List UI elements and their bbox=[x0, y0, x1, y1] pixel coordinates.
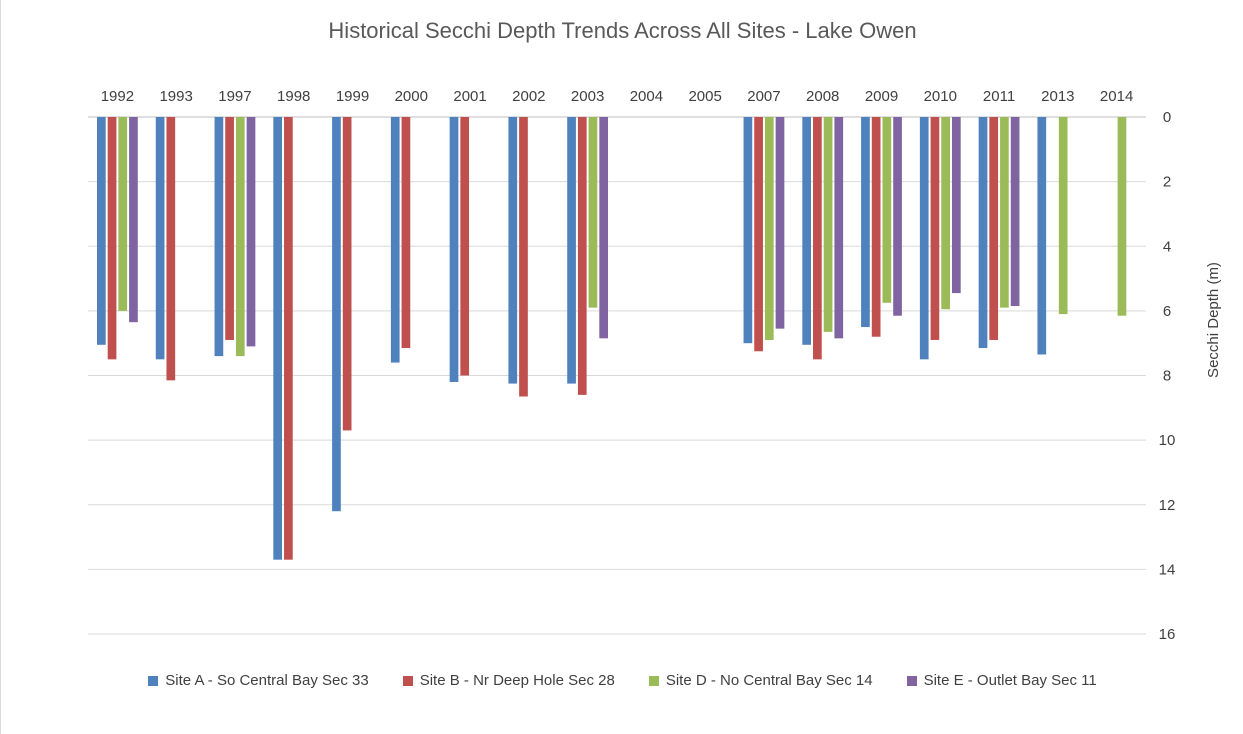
bar-2014-series-2 bbox=[1117, 117, 1127, 316]
x-tick-label: 1999 bbox=[336, 88, 369, 105]
bar-2008-series-3 bbox=[834, 117, 844, 339]
bar-1992-series-3 bbox=[129, 117, 138, 323]
y-tick-label: 10 bbox=[1159, 432, 1176, 449]
x-tick-label: 1997 bbox=[218, 88, 251, 105]
x-tick-label: 2011 bbox=[983, 88, 1015, 105]
bars bbox=[96, 117, 1127, 560]
bar-1998-series-0 bbox=[273, 117, 283, 560]
y-tick-labels: 0 2 4 6 8 10 12 14 16 bbox=[1159, 109, 1176, 643]
bar-1993-series-0 bbox=[155, 117, 165, 360]
x-tick-label: 1998 bbox=[277, 88, 310, 105]
bar-1992-series-2 bbox=[118, 117, 128, 311]
legend-item: Site E - Outlet Bay Sec 11 bbox=[906, 672, 1097, 689]
bar-2010-series-0 bbox=[919, 117, 929, 360]
bar-2011-series-0 bbox=[978, 117, 988, 349]
chart-title: Historical Secchi Depth Trends Across Al… bbox=[328, 18, 917, 43]
bar-2013-series-2 bbox=[1058, 117, 1068, 315]
x-tick-label: 2007 bbox=[747, 88, 780, 105]
legend-item: Site B - Nr Deep Hole Sec 28 bbox=[402, 672, 615, 689]
y-tick-label: 8 bbox=[1163, 368, 1171, 385]
legend-label: Site B - Nr Deep Hole Sec 28 bbox=[419, 672, 615, 689]
legend-swatch bbox=[906, 675, 917, 686]
y-tick-label: 0 bbox=[1163, 109, 1171, 126]
legend-item: Site D - No Central Bay Sec 14 bbox=[648, 672, 873, 689]
x-tick-labels: 1992 1993 1997 1998 1999 2000 2001 2002 2003 2004… bbox=[101, 88, 1134, 105]
legend-swatch bbox=[648, 675, 659, 686]
legend-label: Site E - Outlet Bay Sec 11 bbox=[923, 672, 1097, 689]
bar-1997-series-2 bbox=[235, 117, 245, 357]
bar-1998-series-1 bbox=[284, 117, 293, 560]
bar-2013-series-0 bbox=[1037, 117, 1047, 355]
bar-2003-series-3 bbox=[599, 117, 609, 339]
bar-2008-series-0 bbox=[802, 117, 812, 345]
bar-2009-series-1 bbox=[871, 117, 881, 337]
y-tick-label: 6 bbox=[1163, 303, 1171, 320]
bar-1997-series-0 bbox=[214, 117, 224, 357]
bar-1997-series-1 bbox=[225, 117, 234, 340]
x-tick-label: 2004 bbox=[630, 88, 663, 105]
bar-2010-series-1 bbox=[930, 117, 940, 340]
legend-label: Site D - No Central Bay Sec 14 bbox=[665, 672, 873, 689]
x-tick-label: 1992 bbox=[101, 88, 134, 105]
bar-2007-series-3 bbox=[775, 117, 785, 329]
bar-2001-series-0 bbox=[449, 117, 459, 382]
y-tick-label: 2 bbox=[1163, 174, 1171, 191]
bar-2003-series-0 bbox=[567, 117, 576, 384]
legend-swatch bbox=[148, 675, 159, 686]
legend-swatch bbox=[402, 675, 413, 686]
bar-1993-series-1 bbox=[166, 117, 176, 381]
y-axis-label: Secchi Depth (m) bbox=[1205, 262, 1222, 378]
x-tick-label: 2000 bbox=[395, 88, 428, 105]
x-tick-label: 2013 bbox=[1041, 88, 1074, 105]
y-tick-label: 4 bbox=[1163, 238, 1171, 255]
bar-2010-series-3 bbox=[951, 117, 961, 294]
legend-label: Site A - So Central Bay Sec 33 bbox=[165, 672, 369, 689]
legend-item: Site A - So Central Bay Sec 33 bbox=[148, 672, 369, 689]
bar-2001-series-1 bbox=[460, 117, 470, 376]
x-tick-label: 2008 bbox=[806, 88, 839, 105]
bar-2011-series-1 bbox=[989, 117, 999, 340]
x-tick-label: 2002 bbox=[512, 88, 545, 105]
bar-2008-series-1 bbox=[813, 117, 822, 360]
bar-1997-series-3 bbox=[246, 117, 256, 347]
x-tick-label: 1993 bbox=[159, 88, 192, 105]
bar-1999-series-0 bbox=[332, 117, 341, 512]
y-tick-label: 14 bbox=[1159, 561, 1176, 578]
bar-2009-series-0 bbox=[861, 117, 870, 328]
bar-1999-series-1 bbox=[342, 117, 352, 431]
x-tick-label: 2003 bbox=[571, 88, 604, 105]
bar-1992-series-1 bbox=[107, 117, 117, 360]
bar-2009-series-2 bbox=[882, 117, 892, 303]
y-tick-label: 16 bbox=[1159, 626, 1176, 643]
bar-2011-series-2 bbox=[1000, 117, 1009, 308]
x-tick-label: 2010 bbox=[924, 88, 957, 105]
bar-2008-series-2 bbox=[823, 117, 833, 332]
bar-2000-series-0 bbox=[390, 117, 400, 363]
legend: Site A - So Central Bay Sec 33 Site B - N… bbox=[1, 672, 1243, 689]
gridlines bbox=[88, 116, 1146, 635]
bar-1992-series-0 bbox=[96, 117, 106, 345]
bar-2002-series-0 bbox=[508, 117, 518, 384]
bar-2000-series-1 bbox=[401, 117, 411, 349]
bar-2003-series-1 bbox=[577, 117, 587, 395]
bar-2007-series-2 bbox=[764, 117, 774, 340]
bar-2007-series-1 bbox=[754, 117, 763, 352]
bar-2003-series-2 bbox=[588, 117, 598, 308]
x-tick-label: 2009 bbox=[865, 88, 898, 105]
y-tick-label: 12 bbox=[1159, 497, 1176, 514]
x-tick-label: 2001 bbox=[453, 88, 486, 105]
x-tick-label: 2005 bbox=[688, 88, 721, 105]
bar-2010-series-2 bbox=[941, 117, 950, 310]
bar-2002-series-1 bbox=[519, 117, 528, 397]
bar-2007-series-0 bbox=[743, 117, 753, 344]
x-tick-label: 2014 bbox=[1100, 88, 1133, 105]
bar-2009-series-3 bbox=[893, 117, 902, 316]
bar-2011-series-3 bbox=[1010, 117, 1020, 307]
